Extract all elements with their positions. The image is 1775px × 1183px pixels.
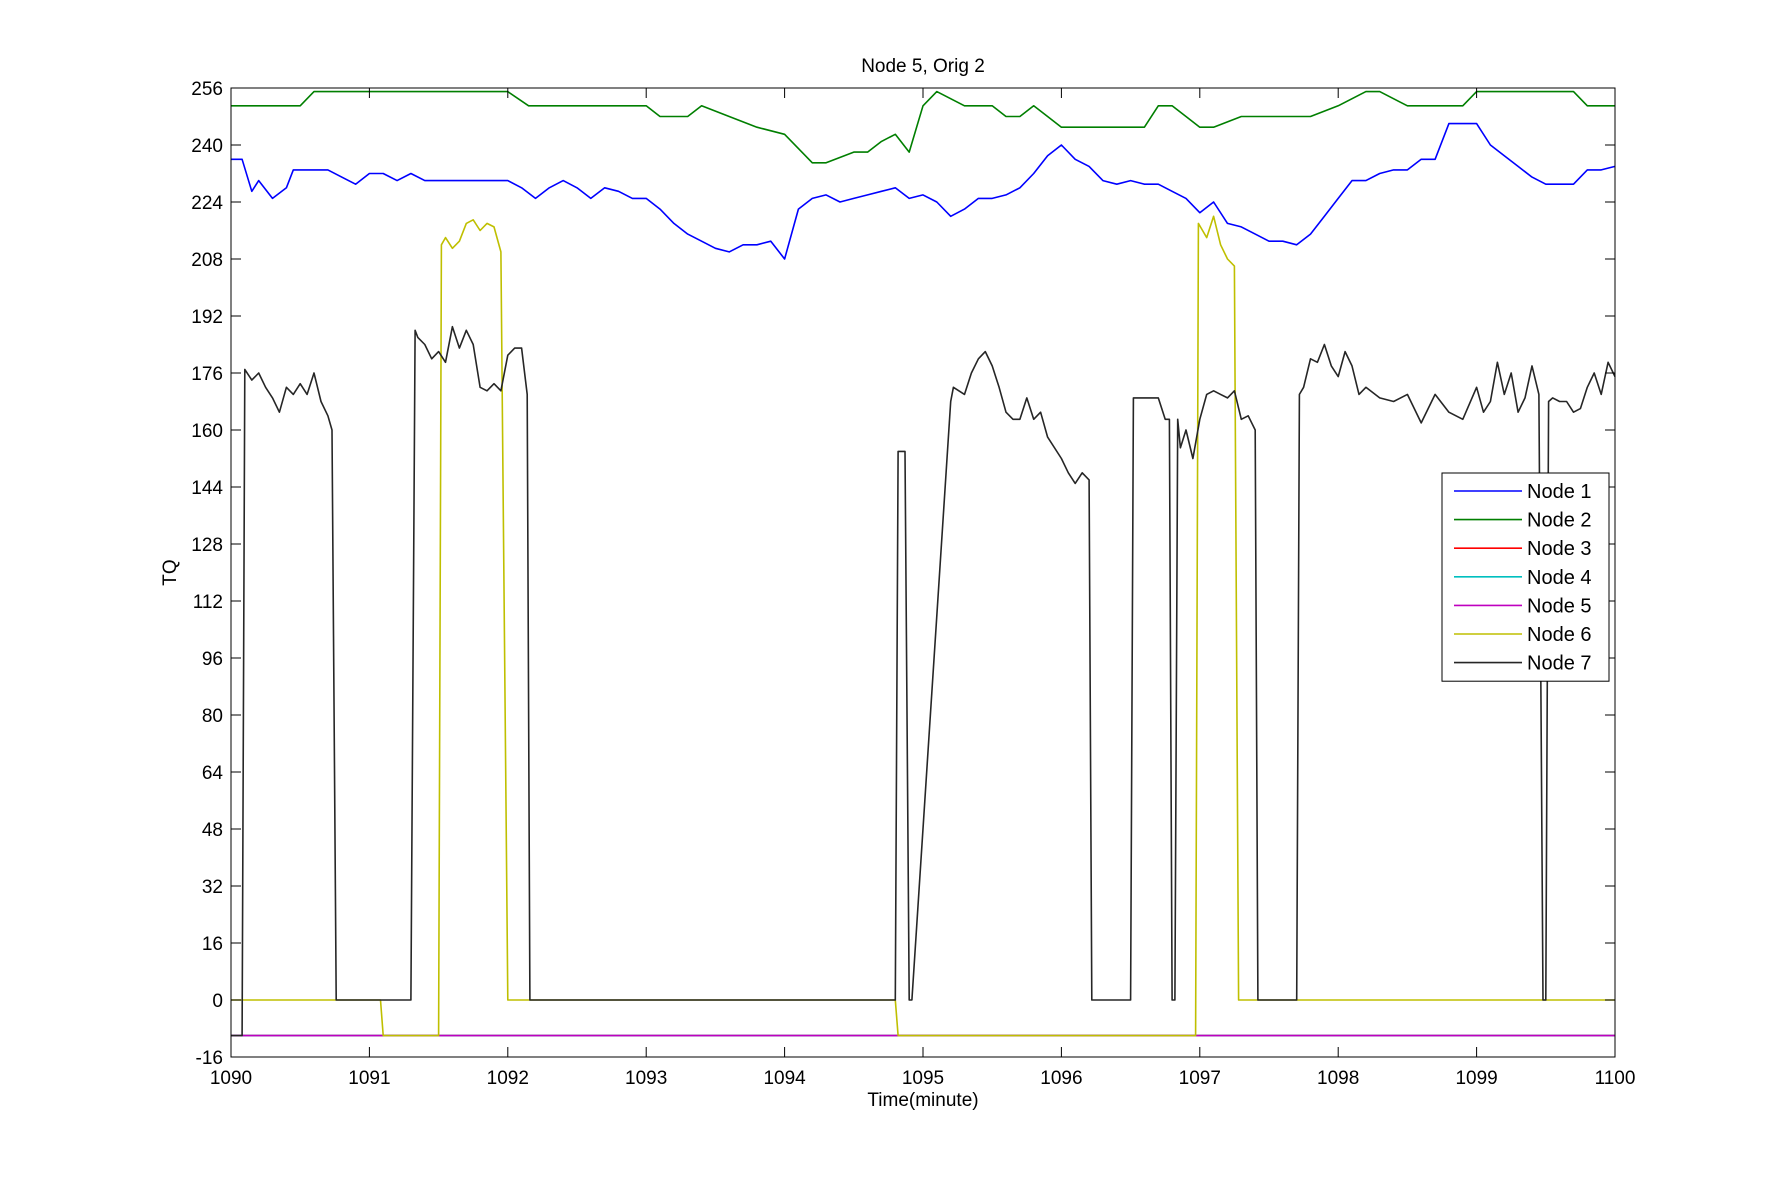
x-axis-label: Time(minute) [867, 1090, 978, 1111]
legend-entry-label: Node 4 [1527, 567, 1592, 589]
y-tick-label: 64 [202, 763, 224, 784]
y-tick-label: 256 [191, 79, 223, 100]
legend-entry-label: Node 6 [1527, 624, 1592, 646]
y-tick-label: 176 [191, 364, 223, 385]
ticks-layer: 1090 1091 1092 1093 1094 1095 1096 1097 1098 1099… [191, 79, 1635, 1089]
legend-entry-label: Node 5 [1527, 595, 1592, 617]
x-tick-label: 1099 [1455, 1068, 1497, 1089]
x-tick-label: 1093 [625, 1068, 667, 1089]
x-tick-label: 1100 [1595, 1068, 1636, 1089]
legend-entry-label: Node 3 [1527, 538, 1592, 560]
legend: Node 1 Node 2 Node 3 Node 4 Node 5 Node 6 Node… [1441, 472, 1610, 682]
x-tick-label: 1090 [210, 1068, 252, 1089]
series-line-node-6 [231, 215, 1615, 1037]
chart-title: Node 5, Orig 2 [861, 56, 985, 77]
y-tick-label: 0 [212, 991, 223, 1012]
x-tick-label: 1094 [763, 1068, 806, 1089]
x-tick-label: 1096 [1040, 1068, 1082, 1089]
series-line-node-2 [231, 90, 1615, 164]
legend-entry-label: Node 1 [1527, 481, 1592, 503]
series-layer [231, 90, 1616, 1037]
series-line-node-7 [231, 325, 1616, 1037]
y-tick-label: 16 [202, 934, 223, 955]
series-line-node-1 [231, 122, 1616, 260]
y-tick-label: 80 [202, 706, 223, 727]
y-tick-label: 48 [202, 820, 223, 841]
y-tick-label: -16 [196, 1048, 223, 1069]
y-tick-label: 32 [202, 877, 223, 898]
y-axis-label: TQ [160, 559, 181, 585]
y-tick-label: 208 [191, 250, 223, 271]
x-tick-label: 1097 [1179, 1068, 1221, 1089]
x-tick-label: 1092 [487, 1068, 529, 1089]
x-tick-label: 1098 [1317, 1068, 1359, 1089]
y-tick-label: 160 [191, 421, 223, 442]
legend-entry-label: Node 2 [1527, 510, 1592, 532]
y-tick-label: 96 [202, 649, 223, 670]
y-tick-label: 128 [191, 535, 223, 556]
y-tick-label: 240 [191, 136, 223, 157]
plot-area [231, 88, 1615, 1057]
y-tick-label: 112 [193, 592, 223, 613]
y-tick-label: 224 [191, 193, 223, 214]
legend-entry-label: Node 7 [1527, 653, 1592, 675]
y-tick-label: 144 [191, 478, 223, 499]
x-tick-label: 1091 [348, 1068, 390, 1089]
x-tick-label: 1095 [902, 1068, 944, 1089]
y-tick-label: 192 [191, 307, 223, 328]
